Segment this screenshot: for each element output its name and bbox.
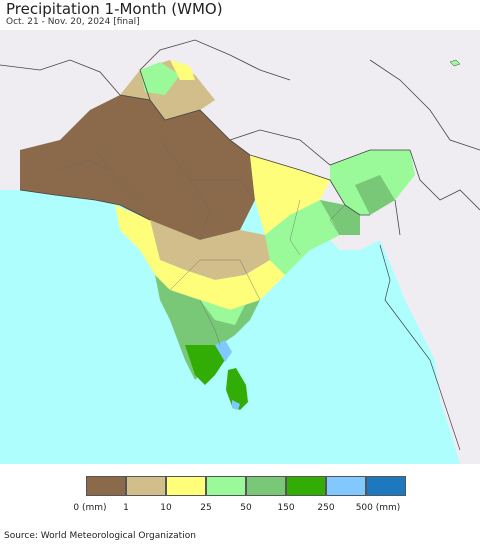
region-northeast-darkgreen <box>355 175 395 215</box>
legend-swatch-1 <box>126 476 166 496</box>
map-subtitle: Oct. 21 - Nov. 20, 2024 [final] <box>6 17 140 27</box>
legend-label-6: 250 <box>317 503 335 513</box>
legend-swatch-6 <box>326 476 366 496</box>
region-south-lightgreen <box>200 300 245 325</box>
legend-label-4: 50 <box>240 503 252 513</box>
legend-swatch-4 <box>246 476 286 496</box>
outside-land-east <box>380 230 480 464</box>
region-dry-northwest <box>20 95 255 240</box>
legend-swatch-5 <box>286 476 326 496</box>
legend-label-0: 0 (mm) <box>73 503 107 513</box>
map-title: Precipitation 1-Month (WMO) <box>6 0 223 18</box>
region-central-tan <box>150 220 270 280</box>
region-west-coast-yellow <box>115 205 160 275</box>
region-north-green <box>140 62 180 95</box>
region-south-tip <box>185 345 225 385</box>
legend-label-2: 10 <box>160 503 172 513</box>
legend-label-5: 150 <box>277 503 295 513</box>
state-borders <box>59 139 346 346</box>
region-srilanka <box>226 368 248 410</box>
legend-label-1: 1 <box>123 503 129 513</box>
region-gangetic-yellow <box>250 155 330 235</box>
legend-label-7: 500 (mm) <box>355 503 401 513</box>
region-north-yellow <box>170 60 195 80</box>
region-srilanka-blue <box>232 400 240 410</box>
legend-swatch-7 <box>366 476 406 496</box>
legend-swatch-3 <box>206 476 246 496</box>
region-south-blue <box>215 340 232 362</box>
region-south-green <box>155 275 260 380</box>
legend-label-3: 25 <box>200 503 212 513</box>
coast-east <box>379 244 461 451</box>
legend-swatch-2 <box>166 476 206 496</box>
island <box>449 59 461 67</box>
source-note: Source: World Meteorological Organizatio… <box>4 531 196 541</box>
country-borders <box>0 39 480 236</box>
legend-swatch-0 <box>86 476 126 496</box>
region-east-green <box>265 200 345 275</box>
